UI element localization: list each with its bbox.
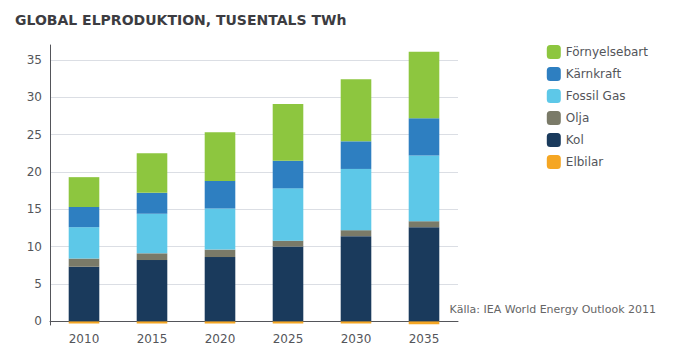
svg-text:GLOBAL ELPRODUKTION, TUSENTALS: GLOBAL ELPRODUKTION, TUSENTALS TWh <box>15 12 346 28</box>
svg-text:20: 20 <box>27 165 42 179</box>
svg-text:2025: 2025 <box>273 332 304 346</box>
svg-text:Kol: Kol <box>566 133 584 147</box>
svg-text:2030: 2030 <box>341 332 372 346</box>
svg-text:2015: 2015 <box>137 332 168 346</box>
svg-text:10: 10 <box>27 240 42 254</box>
svg-text:2010: 2010 <box>69 332 100 346</box>
svg-text:Kärnkraft: Kärnkraft <box>566 67 622 81</box>
svg-text:Olja: Olja <box>566 111 589 125</box>
svg-text:Elbilar: Elbilar <box>566 155 604 169</box>
svg-text:Förnyelsebart: Förnyelsebart <box>566 45 649 59</box>
svg-text:Fossil Gas: Fossil Gas <box>566 89 626 103</box>
svg-text:15: 15 <box>27 202 42 216</box>
svg-text:25: 25 <box>27 128 42 142</box>
svg-text:0: 0 <box>34 314 42 328</box>
svg-text:Källa: IEA World Energy Outloo: Källa: IEA World Energy Outlook 2011 <box>450 303 656 316</box>
svg-text:2020: 2020 <box>205 332 236 346</box>
svg-text:35: 35 <box>27 53 42 67</box>
svg-text:5: 5 <box>34 277 42 291</box>
svg-text:2035: 2035 <box>409 332 440 346</box>
svg-text:30: 30 <box>27 90 42 104</box>
